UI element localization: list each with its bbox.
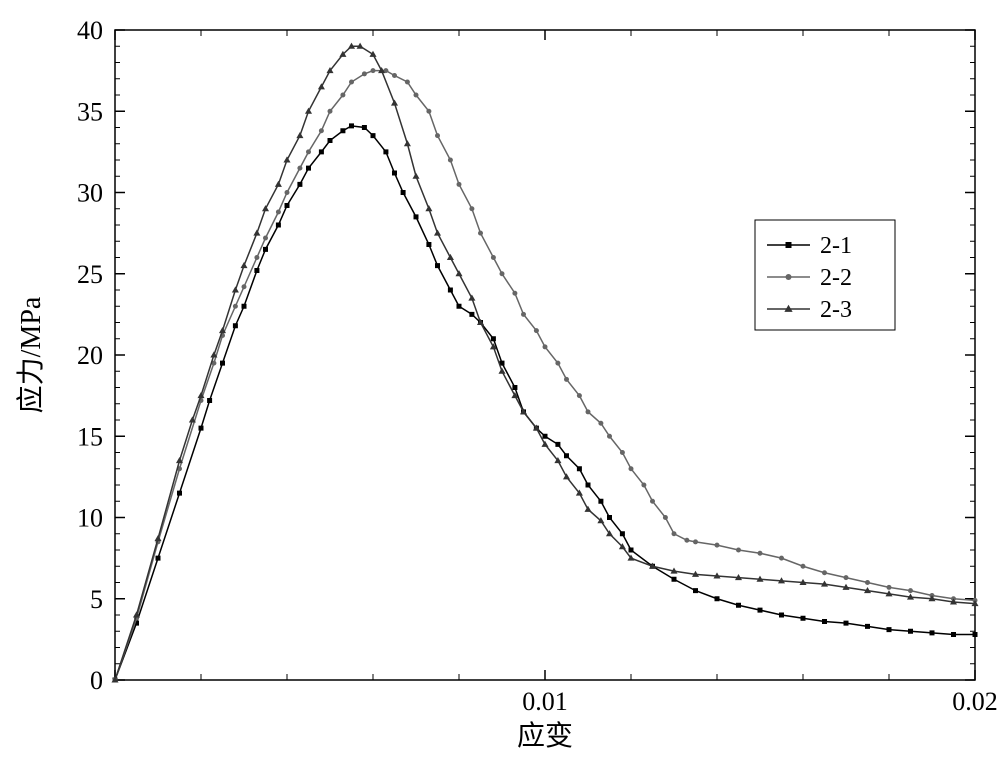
svg-text:15: 15 xyxy=(77,422,103,451)
svg-text:应力/MPa: 应力/MPa xyxy=(15,296,47,413)
svg-text:40: 40 xyxy=(77,16,103,45)
svg-text:35: 35 xyxy=(77,97,103,126)
chart-svg: 0.01 0.02 0 5 10 15 20 25 30 35 40 应变 应力/MPa 2-1 2-2 2-… xyxy=(0,0,1000,762)
svg-text:20: 20 xyxy=(77,341,103,370)
svg-text:2-1: 2-1 xyxy=(820,233,852,259)
svg-text:0: 0 xyxy=(90,666,103,695)
svg-text:0.02: 0.02 xyxy=(952,687,998,716)
svg-text:2-2: 2-2 xyxy=(820,265,852,291)
svg-text:0.01: 0.01 xyxy=(522,687,568,716)
series-2-3 xyxy=(111,43,978,683)
svg-text:应变: 应变 xyxy=(517,720,573,752)
stress-strain-chart: 0.01 0.02 0 5 10 15 20 25 30 35 40 应变 应力/MPa 2-1 2-2 2-… xyxy=(0,0,1000,762)
series-2-2 xyxy=(113,68,978,682)
svg-text:25: 25 xyxy=(77,260,103,289)
svg-text:10: 10 xyxy=(77,504,103,533)
series-2-1 xyxy=(113,123,978,682)
svg-text:5: 5 xyxy=(90,585,103,614)
svg-text:2-3: 2-3 xyxy=(820,297,852,323)
svg-text:30: 30 xyxy=(77,179,103,208)
